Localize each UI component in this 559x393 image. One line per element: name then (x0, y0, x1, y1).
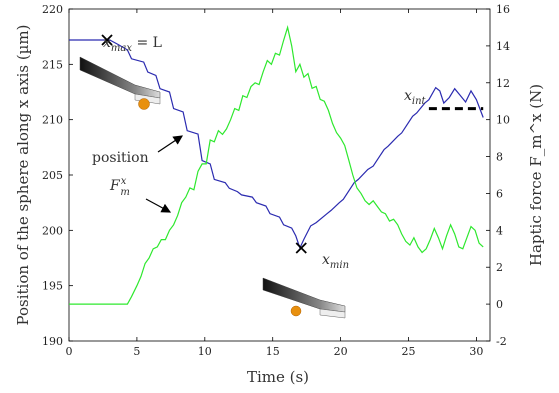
position-annotation: position (92, 150, 149, 166)
y-right-tick-label: 8 (496, 151, 503, 164)
y-axis-left-title: Position of the sphere along x axis (µm) (14, 24, 32, 325)
y-right-tick-label: 14 (496, 40, 510, 53)
y-right-tick-label: 6 (496, 187, 503, 200)
y-left-tick-label: 210 (42, 114, 63, 127)
x-tick-label: 10 (198, 345, 212, 358)
y-left-tick-label: 200 (42, 224, 63, 237)
sphere-icon (290, 305, 302, 317)
x-tick-label: 20 (334, 345, 348, 358)
axis-ticks (68, 8, 490, 342)
axis-tick-labels: 0 5 10 15 20 25 30 190 195 200 205 210 215 220 -2 0 2 4 6 8… (42, 3, 510, 358)
y-right-tick-label: 16 (496, 3, 510, 16)
series-line-force (69, 25, 484, 305)
x-tick-label: 25 (402, 345, 416, 358)
xint-annotation: xint (404, 88, 427, 107)
force-arrow (145, 198, 172, 213)
y-left-tick-label: 220 (42, 3, 63, 16)
sphere-icon (138, 98, 150, 110)
x-tick-label: 5 (133, 345, 140, 358)
y-left-tick-label: 190 (42, 335, 63, 348)
y-right-tick-label: 2 (496, 261, 503, 274)
xmax-marker (101, 34, 113, 46)
y-left-tick-label: 195 (42, 280, 63, 293)
gripper-top-illustration (79, 56, 161, 110)
x-tick-label: 0 (66, 345, 73, 358)
gripper-bottom-illustration (262, 277, 346, 319)
x-tick-label: 30 (469, 345, 483, 358)
x-tick-label: 15 (266, 345, 280, 358)
xmin-marker (295, 242, 307, 254)
y-right-tick-label: 10 (496, 114, 510, 127)
y-right-tick-label: 4 (496, 224, 503, 237)
force-annotation: Fx m (109, 176, 130, 198)
y-right-tick-label: 0 (496, 298, 503, 311)
xmax-annotation: xmax = L (103, 35, 162, 54)
position-arrow (157, 135, 183, 153)
series-line-position (69, 39, 484, 250)
y-axis-right-title: Haptic force F_m^x (N) (527, 84, 545, 266)
y-right-tick-label: -2 (496, 335, 507, 348)
x-axis-title: Time (s) (247, 368, 309, 386)
y-left-tick-label: 205 (42, 169, 63, 182)
y-right-tick-label: 12 (496, 77, 510, 90)
y-left-tick-label: 215 (42, 58, 63, 71)
xmin-annotation: xmin (322, 252, 349, 271)
